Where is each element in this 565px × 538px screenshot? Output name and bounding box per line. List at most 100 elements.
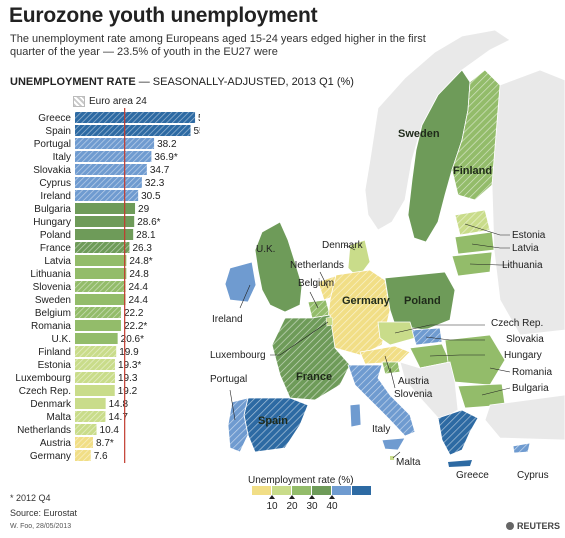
bar: [75, 385, 115, 396]
credit: W. Foo, 28/05/2013: [10, 523, 72, 530]
austria-hatch: [360, 346, 410, 364]
bar-euro-hatch: [75, 437, 94, 448]
bar-value-label: 22.2*: [124, 321, 147, 332]
bar-euro-hatch: [75, 346, 117, 357]
bar-value-label: 7.6: [94, 451, 108, 462]
czech-shape[interactable]: [377, 321, 416, 346]
bar-value-label: 28.6*: [137, 217, 160, 228]
map-label-estonia: Estonia: [512, 230, 546, 241]
portugal-hatch: [228, 398, 248, 452]
bar-euro-hatch: [75, 242, 130, 253]
sardinia-shape[interactable]: [349, 403, 362, 428]
bar-value-label: 34.7: [150, 165, 170, 176]
map-label-lithuania: Lithuania: [502, 260, 543, 271]
map-label-ireland: Ireland: [212, 314, 243, 325]
chart-heading-rest: — SEASONALLY-ADJUSTED, 2013 Q1 (%): [135, 76, 354, 88]
bar-category-label: Italy: [53, 152, 71, 163]
bar-category-label: Greece: [38, 113, 71, 124]
map-label-czech: Czech Rep.: [491, 318, 543, 329]
map-label-poland: Poland: [404, 295, 441, 307]
bar: [75, 333, 118, 344]
crete-shape[interactable]: [448, 460, 472, 467]
map-label-luxembourg: Luxembourg: [210, 350, 266, 361]
map-label-finland: Finland: [453, 165, 492, 177]
map-label-sweden: Sweden: [398, 128, 440, 140]
bar-value-label: 32.3: [145, 178, 165, 189]
bar-category-label: Estonia: [38, 360, 72, 371]
brand-logo: REUTERS: [506, 521, 560, 531]
color-scale-tick-label: 20: [286, 501, 298, 512]
map-label-malta: Malta: [396, 457, 421, 468]
color-scale-tick-label: 10: [266, 501, 278, 512]
bar-euro-hatch: [75, 307, 121, 318]
bar-euro-hatch: [75, 281, 126, 292]
bar-value-label: 29: [138, 204, 150, 215]
bar: [75, 203, 136, 214]
balkans-shape: [399, 361, 459, 421]
bar-value-label: 22.2: [124, 308, 144, 319]
map-label-portugal: Portugal: [210, 374, 247, 385]
bar-value-label: 19.9: [119, 347, 139, 358]
bar-category-label: Denmark: [30, 399, 72, 410]
bar-value-label: 26.3: [132, 243, 152, 254]
color-scale-swatch: [272, 486, 291, 495]
source: Source: Eurostat: [10, 508, 78, 518]
bar-category-label: Ireland: [40, 191, 71, 202]
subtitle: The unemployment rate among Europeans ag…: [10, 33, 426, 58]
bar-category-label: Malta: [47, 412, 72, 423]
map-label-greece: Greece: [456, 470, 489, 481]
bar-euro-hatch: [75, 411, 106, 422]
map-label-denmark: Denmark: [322, 240, 364, 251]
luxembourg-shape[interactable]: [325, 316, 334, 327]
map-label-slovakia: Slovakia: [506, 334, 544, 345]
bar-euro-hatch: [75, 112, 196, 123]
bar-category-label: Czech Rep.: [19, 386, 71, 397]
sweden-shape[interactable]: [407, 69, 471, 243]
uk-shape[interactable]: [254, 221, 303, 313]
bar-category-label: Luxembourg: [15, 373, 71, 384]
bar: [75, 216, 135, 227]
bar-category-label: Sweden: [35, 295, 71, 306]
color-scale-swatch: [292, 486, 311, 495]
map-label-romania: Romania: [512, 367, 552, 378]
bar-value-label: 30.5: [141, 191, 161, 202]
bar-category-label: Austria: [40, 438, 72, 449]
map-label-austria: Austria: [398, 376, 430, 387]
italy-hatch: [348, 365, 415, 436]
bar-value-label: 36.9*: [154, 152, 177, 163]
footnote: * 2012 Q4: [10, 493, 51, 503]
bar-category-label: Germany: [30, 451, 71, 462]
bar-value-label: 20.6*: [121, 334, 144, 345]
map-label-hungary: Hungary: [504, 350, 542, 361]
spain-hatch: [244, 398, 308, 452]
bar: [75, 320, 121, 331]
bar-category-label: Bulgaria: [34, 204, 71, 215]
bar-value-label: 28.1: [136, 230, 156, 241]
sicily-shape[interactable]: [381, 437, 406, 451]
bar: [75, 398, 106, 409]
bar-euro-hatch: [75, 372, 115, 383]
bar-chart: Greece 58* Spain 55.8 Portugal 38.2 Italy 36.9*…: [15, 108, 200, 463]
bar-value-label: 24.4: [129, 295, 149, 306]
ireland-shape[interactable]: [224, 261, 257, 303]
bar-euro-hatch: [75, 164, 147, 175]
bar-category-label: Slovakia: [33, 165, 71, 176]
bar-value-label: 55.8: [194, 126, 200, 137]
map-label-belgium: Belgium: [298, 278, 334, 289]
chart-heading-bold: UNEMPLOYMENT RATE: [10, 76, 136, 88]
malta-shape[interactable]: [390, 456, 394, 460]
bar-category-label: Romania: [31, 321, 71, 332]
bar-euro-hatch: [75, 359, 115, 370]
bar-value-label: 24.8: [129, 269, 149, 280]
bar-category-label: Lithuania: [30, 269, 71, 280]
color-scale-tick-label: 40: [326, 501, 338, 512]
europe-map: Sweden Finland Estonia Latvia Lithuania …: [210, 29, 565, 512]
map-label-france: France: [296, 371, 332, 383]
latvia-shape[interactable]: [454, 231, 495, 255]
slovenia-hatch: [382, 362, 400, 374]
bar-category-label: Slovenia: [33, 282, 72, 293]
hatch-swatch-icon: [73, 96, 85, 107]
finland-hatch: [452, 70, 505, 200]
germany-hatch: [328, 270, 390, 355]
color-scale: 10 20 30 40: [252, 486, 371, 512]
